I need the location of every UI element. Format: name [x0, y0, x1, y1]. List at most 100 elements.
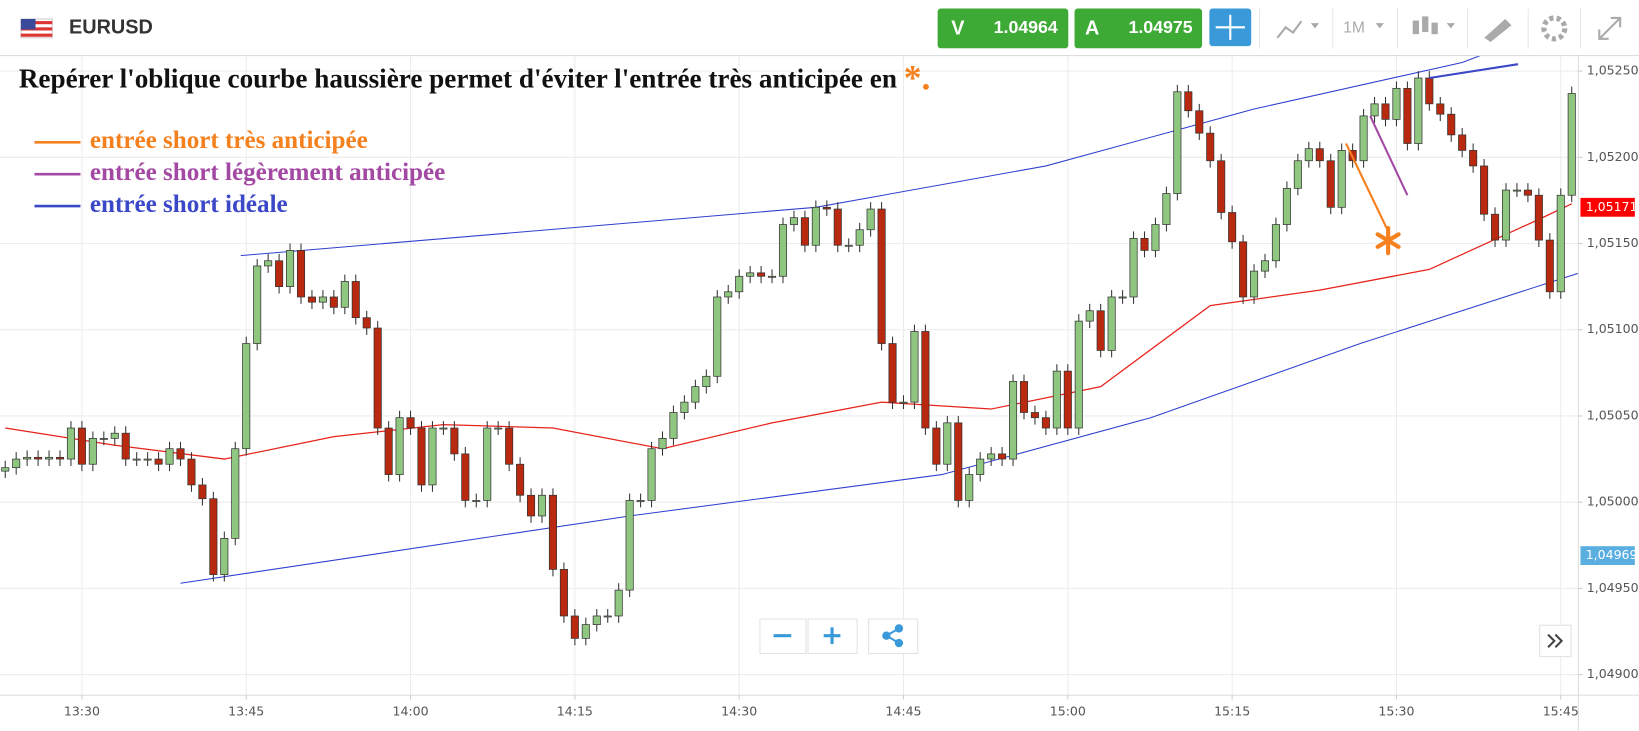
- candle-body: [537, 494, 547, 517]
- candle-body: [1337, 150, 1346, 208]
- candle-body: [275, 260, 284, 287]
- candle-body: [702, 375, 711, 388]
- chart-title: Repérer l'oblique courbe haussière perme…: [19, 58, 931, 98]
- candle-body: [494, 427, 503, 430]
- candle-body: [1359, 115, 1368, 162]
- price-tag: [1580, 546, 1635, 566]
- candle-body: [307, 296, 316, 303]
- candle-body: [757, 272, 766, 277]
- settings-icon[interactable]: [1541, 15, 1568, 42]
- buy-button[interactable]: [1074, 8, 1203, 49]
- sell-label: V: [951, 18, 965, 40]
- candle-body: [1107, 296, 1116, 351]
- channel-line: [240, 55, 1482, 257]
- candle-body: [12, 458, 21, 469]
- candle-body: [1436, 103, 1445, 115]
- candle-body: [88, 438, 97, 465]
- x-tick-label: 15:15: [1214, 704, 1250, 719]
- candle-body: [165, 448, 174, 465]
- y-tick-label: 1,04950: [1587, 580, 1639, 595]
- candle-body: [110, 432, 119, 439]
- x-tick-label: 14:15: [557, 704, 593, 719]
- candle-body: [187, 458, 196, 486]
- title-mark: *.: [904, 58, 931, 98]
- candle-body: [658, 438, 667, 450]
- candle-body: [77, 427, 86, 465]
- price-tag: [1580, 197, 1635, 217]
- buy-label: A: [1085, 18, 1099, 40]
- candle-body: [1228, 212, 1237, 243]
- candle-body: [296, 250, 306, 298]
- y-tick-label: 1,04900: [1587, 666, 1639, 681]
- candle-body: [1217, 160, 1226, 213]
- toolbar: [0, 0, 1639, 56]
- candle-body: [559, 569, 568, 617]
- candle-body: [866, 208, 875, 231]
- candle-body: [1469, 150, 1478, 167]
- candle-body: [461, 453, 470, 501]
- candle-body: [1009, 381, 1018, 460]
- candle-body: [1271, 224, 1280, 262]
- candle-body: [647, 448, 656, 501]
- candle-body: [1250, 270, 1259, 298]
- candle-body: [45, 456, 54, 460]
- candle-body: [1392, 87, 1401, 120]
- candle-body: [121, 432, 130, 460]
- candle-body: [570, 615, 579, 639]
- candle-body: [943, 422, 952, 465]
- dropdown-icon: [1375, 23, 1384, 29]
- share-icon: [882, 624, 904, 648]
- candle-body: [691, 386, 700, 403]
- candle-body: [1151, 224, 1160, 251]
- candle-body: [844, 244, 853, 247]
- chart-type-icon[interactable]: [1276, 20, 1320, 39]
- buy-price: 1.04975: [1128, 17, 1192, 37]
- x-tick-label: 15:45: [1543, 704, 1579, 719]
- candle-body: [833, 208, 842, 246]
- candle-body: [603, 615, 612, 618]
- sell-button[interactable]: [937, 8, 1069, 49]
- candle-body: [66, 427, 75, 460]
- candle-body: [34, 456, 43, 460]
- x-tick-label: 13:45: [228, 704, 264, 719]
- candle-body: [1425, 77, 1434, 105]
- share-button[interactable]: [868, 618, 919, 654]
- star-annotation: [1375, 225, 1401, 256]
- candle-body: [592, 615, 601, 625]
- candle-body: [406, 417, 415, 429]
- candle-body: [340, 281, 349, 308]
- fullscreen-icon[interactable]: [1598, 16, 1622, 40]
- candle-body: [1512, 189, 1521, 192]
- candle-body: [1370, 103, 1379, 117]
- candle-body: [1304, 148, 1313, 162]
- candle-body: [778, 224, 788, 277]
- candle-body: [527, 494, 536, 517]
- x-tick-label: 15:00: [1050, 704, 1086, 719]
- draw-icon[interactable]: [1484, 18, 1512, 42]
- candle-body: [209, 498, 218, 575]
- candle-body: [1414, 77, 1423, 144]
- candle-body: [965, 474, 974, 501]
- timeframe[interactable]: 1M: [1343, 20, 1365, 37]
- candle-body: [154, 458, 163, 465]
- candle-body: [1501, 189, 1511, 241]
- candle-body: [1041, 417, 1050, 429]
- candle-body: [1140, 237, 1149, 251]
- candle-body: [1030, 412, 1039, 419]
- candle-body: [1315, 148, 1324, 162]
- candle-body: [220, 538, 229, 575]
- candle-icon[interactable]: [1412, 16, 1456, 35]
- candle-body: [1480, 165, 1489, 215]
- scroll-icon: [1547, 633, 1564, 648]
- candle-body: [198, 484, 207, 500]
- y-tick-label: 1,05000: [1587, 494, 1639, 509]
- candle-body: [264, 260, 273, 267]
- candle-body: [998, 453, 1007, 460]
- candle-body: [505, 427, 514, 465]
- candle-body: [680, 401, 689, 413]
- candle-body: [428, 427, 437, 486]
- candle-body: [1074, 320, 1083, 429]
- candle-body: [932, 427, 941, 465]
